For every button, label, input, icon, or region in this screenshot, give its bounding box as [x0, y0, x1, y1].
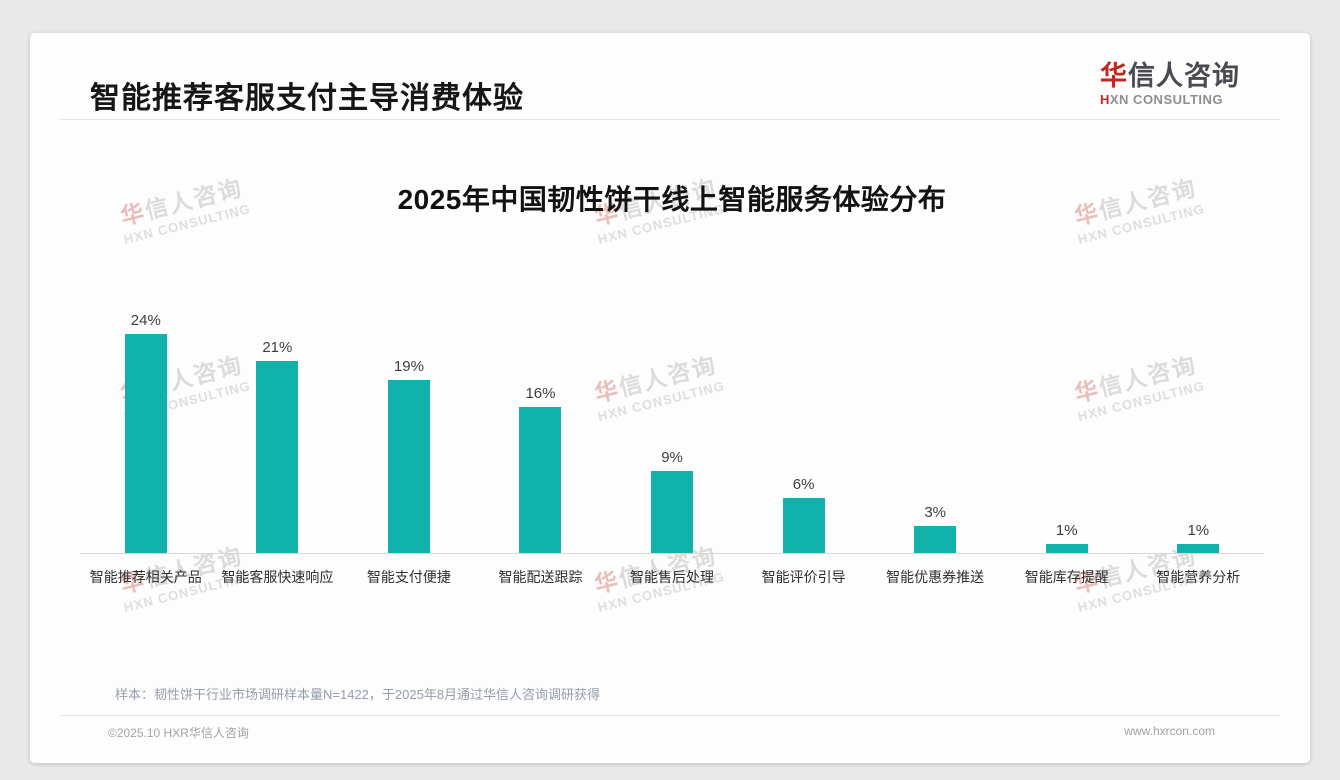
- bar: [782, 498, 825, 553]
- bar-category-label: 智能配送跟踪: [498, 569, 583, 585]
- bar-slot: 19%: [343, 233, 475, 553]
- bar-category-label: 智能评价引导: [761, 569, 846, 585]
- slide-card: 智能推荐客服支付主导消费体验 华信人咨询 HXN CONSULTING 2025…: [30, 33, 1310, 763]
- bar: [124, 334, 167, 553]
- bar-value-label: 1%: [1055, 522, 1078, 539]
- brand-logo-zh-rest: 信人咨询: [1128, 61, 1240, 91]
- bar-slot: 1%: [1133, 233, 1265, 553]
- bar-value-label: 9%: [661, 449, 683, 466]
- bar-value-label: 3%: [924, 504, 946, 521]
- bar-category-label: 智能推荐相关产品: [89, 569, 202, 585]
- bar-slot: 3%: [869, 233, 1001, 553]
- brand-logo-en-accent: H: [1100, 92, 1110, 108]
- page-title: 智能推荐客服支付主导消费体验: [90, 82, 524, 115]
- bar-value-label: 19%: [393, 358, 424, 375]
- footer-copyright: ©2025.10 HXR华信人咨询: [108, 726, 249, 740]
- bar-value-label: 1%: [1187, 522, 1210, 539]
- bar-value-label: 21%: [262, 339, 293, 356]
- bar-value-label: 16%: [525, 385, 556, 402]
- bar: [1045, 544, 1088, 553]
- bar-chart-plot-area: 24% 21% 19% 16% 9% 6% 3% 1% 1%: [80, 233, 1264, 553]
- brand-logo-chinese: 华信人咨询: [1100, 61, 1240, 92]
- brand-logo: 华信人咨询 HXN CONSULTING: [1100, 61, 1240, 108]
- bar-slot: 1%: [1001, 233, 1133, 553]
- bar-slot: 24%: [80, 233, 212, 553]
- footer-website: www.hxrcon.com: [1124, 724, 1215, 738]
- x-axis-line: [80, 553, 1264, 554]
- brand-logo-english: HXN CONSULTING: [1100, 92, 1240, 108]
- bar: [256, 361, 299, 553]
- bar: [519, 407, 562, 553]
- bar-category-label: 智能支付便捷: [366, 569, 451, 585]
- bar-slot: 16%: [475, 233, 607, 553]
- bar-category-label: 智能营养分析: [1156, 569, 1241, 585]
- brand-logo-en-rest: XN CONSULTING: [1109, 92, 1224, 108]
- bar-value-label: 6%: [792, 476, 815, 493]
- bar-category-label: 智能库存提醒: [1024, 569, 1109, 585]
- header-divider: [60, 119, 1280, 120]
- x-axis-category-labels: 智能推荐相关产品 智能客服快速响应 智能支付便捷 智能配送跟踪 智能售后处理 智能评价引导…: [80, 567, 1264, 587]
- bar-slot: 21%: [212, 233, 344, 553]
- bar-slot: 9%: [606, 233, 738, 553]
- bar: [914, 526, 957, 553]
- chart-title: 2025年中国韧性饼干线上智能服务体验分布: [397, 184, 947, 215]
- bar: [651, 471, 694, 553]
- bar-value-label: 24%: [130, 312, 161, 329]
- bar-category-label: 智能售后处理: [630, 569, 715, 585]
- bar: [387, 380, 430, 553]
- bar-slot: 6%: [738, 233, 870, 553]
- footer-divider: [60, 715, 1280, 716]
- sample-note: 样本：韧性饼干行业市场调研样本量N=1422，于2025年8月通过华信人咨询调研…: [115, 687, 601, 702]
- bar-category-label: 智能客服快速响应: [221, 569, 334, 585]
- bar-category-label: 智能优惠券推送: [886, 569, 985, 585]
- bar: [1177, 544, 1220, 553]
- brand-logo-accent-char: 华: [1100, 61, 1128, 91]
